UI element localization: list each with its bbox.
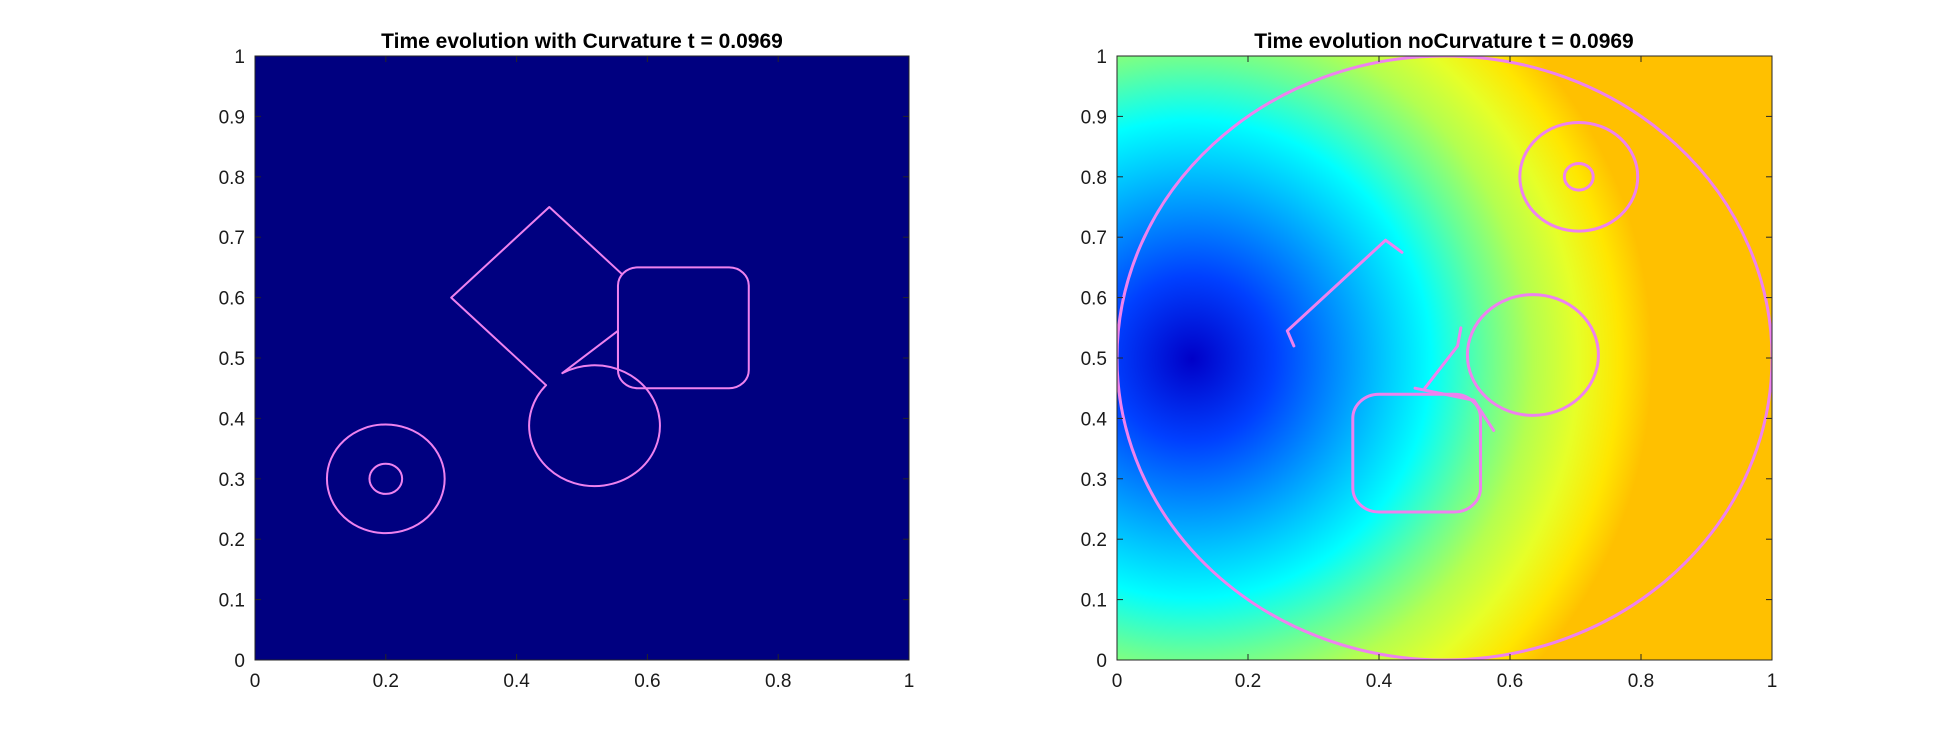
x-tick-label: 0.4 bbox=[1366, 671, 1393, 692]
y-tick-label: 1 bbox=[234, 47, 245, 68]
x-tick-label: 0.4 bbox=[503, 671, 530, 692]
x-tick-label: 0.2 bbox=[373, 671, 399, 692]
x-tick-label: 0 bbox=[1112, 671, 1123, 692]
contour-polyline bbox=[1423, 326, 1463, 390]
contour-polyline bbox=[1413, 386, 1496, 432]
y-tick-label: 0.3 bbox=[1081, 470, 1107, 491]
contour-polyline bbox=[1285, 238, 1404, 348]
y-tick-label: 0.2 bbox=[219, 530, 245, 551]
y-tick-label: 0.8 bbox=[1081, 168, 1107, 189]
y-tick-label: 0.5 bbox=[219, 349, 245, 370]
y-tick-label: 0.1 bbox=[1081, 591, 1107, 612]
y-tick-label: 0 bbox=[234, 651, 245, 672]
contour-roundrect bbox=[616, 266, 750, 390]
x-tick-label: 0.6 bbox=[634, 671, 660, 692]
contour-ellipse bbox=[1518, 120, 1640, 233]
y-tick-label: 0.4 bbox=[1081, 409, 1108, 430]
y-tick-label: 0.3 bbox=[219, 470, 245, 491]
x-tick-label: 0 bbox=[250, 671, 261, 692]
contour-roundrect bbox=[1351, 392, 1483, 514]
x-axis: 0 0.2 0.4 0.6 0.8 1 bbox=[1112, 56, 1778, 692]
x-tick-label: 0.2 bbox=[1235, 671, 1261, 692]
panel-curvature: Time evolution with Curvature t = 0.0969… bbox=[219, 30, 915, 692]
y-tick-label: 0.1 bbox=[219, 591, 245, 612]
x-axis: 0 0.2 0.4 0.6 0.8 1 bbox=[250, 56, 915, 692]
contour-lines bbox=[1117, 56, 1772, 660]
y-tick-label: 0.2 bbox=[1081, 530, 1107, 551]
y-tick-label: 0.9 bbox=[219, 107, 245, 128]
contour-polyline bbox=[450, 206, 623, 387]
contour-lines bbox=[325, 206, 750, 535]
contour-ellipse bbox=[1465, 293, 1600, 417]
contour-arc bbox=[528, 364, 661, 488]
heatmap-field bbox=[1117, 56, 1772, 660]
y-tick-label: 0.6 bbox=[1081, 289, 1107, 310]
y-tick-label: 0 bbox=[1096, 651, 1107, 672]
contour-ellipse bbox=[1562, 162, 1595, 192]
x-tick-label: 1 bbox=[1767, 671, 1778, 692]
y-tick-label: 1 bbox=[1096, 47, 1107, 68]
y-tick-label: 0.6 bbox=[219, 289, 245, 310]
y-tick-label: 0.5 bbox=[1081, 349, 1107, 370]
x-tick-label: 0.8 bbox=[1628, 671, 1654, 692]
x-tick-label: 0.6 bbox=[1497, 671, 1523, 692]
y-tick-label: 0.8 bbox=[219, 168, 245, 189]
contour-ellipse bbox=[325, 423, 446, 535]
x-tick-label: 0.8 bbox=[765, 671, 791, 692]
y-tick-label: 0.9 bbox=[1081, 107, 1107, 128]
panel-title: Time evolution with Curvature t = 0.0969 bbox=[381, 30, 783, 53]
y-tick-label: 0.7 bbox=[1081, 228, 1107, 249]
y-tick-label: 0.7 bbox=[219, 228, 245, 249]
y-tick-label: 0.4 bbox=[219, 409, 246, 430]
contour-ellipse bbox=[368, 462, 404, 495]
x-tick-label: 1 bbox=[904, 671, 915, 692]
panel-title: Time evolution noCurvature t = 0.0969 bbox=[1254, 30, 1633, 53]
y-axis: 0 0.1 0.2 0.3 0.4 0.5 0.6 0.7 0.8 0.9 1 bbox=[219, 47, 909, 672]
y-axis: 0 0.1 0.2 0.3 0.4 0.5 0.6 0.7 0.8 0.9 1 bbox=[1081, 47, 1772, 672]
